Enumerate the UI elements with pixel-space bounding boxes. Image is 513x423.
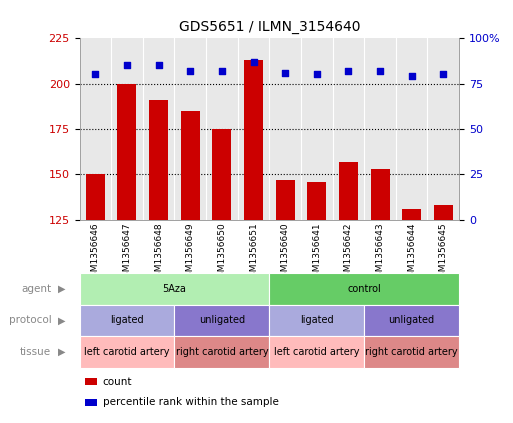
- Text: ▶: ▶: [58, 284, 65, 294]
- Text: protocol: protocol: [9, 316, 51, 325]
- Bar: [402, 209, 421, 220]
- Point: [407, 73, 416, 80]
- Bar: [339, 162, 358, 220]
- Bar: [149, 100, 168, 220]
- Bar: [275, 180, 294, 220]
- Bar: [370, 169, 389, 220]
- Text: percentile rank within the sample: percentile rank within the sample: [103, 397, 279, 407]
- Point: [186, 67, 194, 74]
- Bar: [212, 129, 231, 220]
- Point: [312, 71, 321, 78]
- Bar: [86, 175, 105, 220]
- Point: [439, 71, 447, 78]
- Bar: [117, 84, 136, 220]
- Point: [376, 67, 384, 74]
- Point: [218, 67, 226, 74]
- Text: right carotid artery: right carotid artery: [175, 347, 268, 357]
- Text: unligated: unligated: [389, 316, 435, 325]
- Bar: [434, 206, 453, 220]
- Text: left carotid artery: left carotid artery: [274, 347, 360, 357]
- Bar: [244, 60, 263, 220]
- Text: ligated: ligated: [110, 316, 144, 325]
- Point: [123, 62, 131, 69]
- Text: unligated: unligated: [199, 316, 245, 325]
- Text: control: control: [347, 284, 381, 294]
- Text: ▶: ▶: [58, 316, 65, 325]
- Bar: [307, 182, 326, 220]
- Bar: [181, 111, 200, 220]
- Text: tissue: tissue: [20, 347, 51, 357]
- Text: ligated: ligated: [300, 316, 333, 325]
- Text: left carotid artery: left carotid artery: [84, 347, 170, 357]
- Title: GDS5651 / ILMN_3154640: GDS5651 / ILMN_3154640: [179, 20, 360, 34]
- Text: right carotid artery: right carotid artery: [365, 347, 458, 357]
- Point: [91, 71, 100, 78]
- Point: [281, 69, 289, 76]
- Text: count: count: [103, 377, 132, 387]
- Text: 5Aza: 5Aza: [163, 284, 186, 294]
- Point: [249, 58, 258, 65]
- Point: [154, 62, 163, 69]
- Point: [344, 67, 352, 74]
- Text: ▶: ▶: [58, 347, 65, 357]
- Text: agent: agent: [21, 284, 51, 294]
